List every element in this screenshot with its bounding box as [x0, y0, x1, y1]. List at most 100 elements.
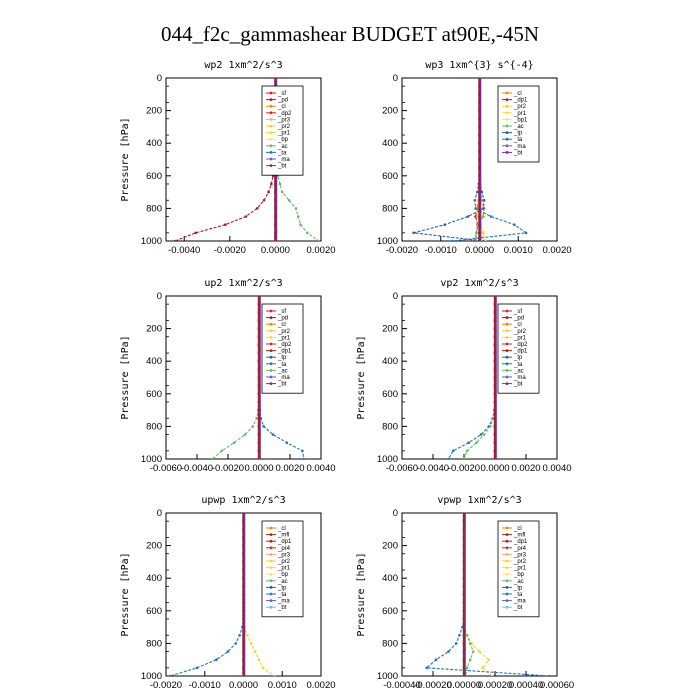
panel-title: wp3 1xm^{3} s^{-4} — [425, 60, 533, 71]
series-point-pd — [270, 182, 273, 186]
legend-marker — [505, 546, 509, 550]
y-tick-label: 200 — [146, 324, 162, 335]
x-tick-label: -0.0040 — [417, 463, 449, 474]
y-tick-label: 400 — [382, 356, 398, 367]
series-group — [211, 296, 306, 459]
legend-label: _bt — [277, 605, 287, 611]
legend-marker — [505, 118, 509, 121]
y-tick-label: 0 — [157, 73, 162, 84]
panel-title: vp2 1xm^2/s^3 — [440, 278, 518, 289]
series-point-ac — [465, 666, 469, 670]
series-group — [412, 78, 528, 241]
x-tick-label: -0.0020 — [150, 680, 182, 691]
series-point-pr2 — [261, 666, 265, 670]
legend-marker — [505, 605, 509, 609]
series-point-pd — [223, 223, 227, 226]
legend-label: _ta — [277, 362, 287, 368]
series-point-ta — [473, 198, 477, 202]
legend-box — [261, 303, 304, 394]
legend-label: _pd — [277, 98, 288, 104]
legend-label: _ma — [513, 599, 526, 605]
legend-marker — [269, 104, 273, 108]
legend-box — [497, 303, 540, 394]
series-point-ta — [513, 223, 516, 226]
x-tick-label: 0.0000 — [465, 245, 494, 256]
y-tick-label: 0 — [157, 291, 162, 302]
y-tick-label: 600 — [146, 171, 162, 182]
panel-4: vp2 1xm^2/s^3 Pressure [hPa] 0 200 400 600 800… — [356, 278, 572, 474]
legend-marker — [505, 349, 509, 352]
panel-title: up2 1xm^2/s^3 — [204, 278, 282, 289]
legend: _cl_mfl_dp1_pr4_pr3_pr2_pr1_bp_ac_tp_ta_… — [497, 520, 540, 618]
legend-marker — [505, 586, 509, 589]
legend-label: _dp2 — [513, 342, 528, 348]
legend-marker — [505, 131, 509, 135]
series-point-ta — [447, 457, 450, 459]
y-tick-label: 1000 — [377, 671, 398, 682]
legend-marker — [269, 98, 273, 101]
y-tick-label: 0 — [157, 508, 162, 519]
x-tick-label: 0.0010 — [504, 245, 533, 256]
legend-marker — [269, 157, 273, 161]
legend-marker — [269, 579, 273, 583]
legend-label: _pr2 — [277, 559, 291, 565]
legend-label: _cl — [513, 91, 522, 97]
series-point-tp — [466, 215, 470, 218]
figure-title: 044_f2c_gammashear BUDGET at90E,-45N — [161, 22, 539, 46]
x-tick-label: -0.00040 — [383, 680, 421, 691]
legend-label: _bp1 — [513, 117, 528, 123]
legend-label: _pr2 — [277, 329, 291, 335]
series-point-pd — [244, 215, 248, 218]
legend-marker — [269, 546, 273, 550]
y-tick-label: 1000 — [141, 236, 162, 247]
legend-marker — [269, 91, 273, 95]
y-tick-label: 200 — [146, 106, 162, 117]
x-tick-label: 0.0000 — [244, 463, 273, 474]
x-tick-label: -0.0040 — [168, 245, 200, 256]
legend-marker — [269, 526, 273, 530]
legend-label: _ma — [513, 144, 526, 150]
legend-label: _ta — [277, 592, 287, 598]
series-point-ac — [232, 441, 236, 445]
y-tick-label: 1000 — [377, 236, 398, 247]
legend-marker — [505, 137, 509, 141]
legend-label: _pr2 — [513, 559, 527, 565]
legend-marker — [269, 124, 273, 128]
legend-label: _ac — [277, 579, 288, 585]
legend-label: _dp2 — [277, 111, 292, 117]
x-tick-label: -0.0040 — [181, 463, 213, 474]
series-point-ac — [462, 457, 466, 459]
legend-marker — [269, 586, 273, 589]
legend-marker — [269, 111, 273, 115]
legend-marker — [505, 144, 509, 148]
y-tick-label: 800 — [146, 638, 162, 649]
series-point-ac — [280, 190, 284, 194]
y-tick-label: 600 — [382, 171, 398, 182]
legend-marker — [269, 533, 273, 536]
series-point-ac — [465, 633, 469, 637]
x-tick-label: -0.0060 — [386, 463, 418, 474]
plot-frame — [401, 512, 558, 677]
legend-label: _cl — [277, 104, 286, 110]
legend-marker — [505, 98, 509, 101]
legend-marker — [269, 375, 273, 379]
legend-marker — [505, 355, 509, 359]
x-tick-label: 0.0020 — [275, 463, 304, 474]
series-point-ta — [301, 449, 304, 453]
legend-marker — [505, 316, 509, 319]
plot-frame — [401, 295, 558, 460]
plot-frame — [165, 77, 322, 242]
legend-label: _dp1 — [277, 539, 292, 545]
legend-marker — [269, 349, 273, 352]
x-tick-label: -0.0020 — [212, 463, 244, 474]
plot-frame — [165, 295, 322, 460]
x-tick-label: 0.0000 — [480, 463, 509, 474]
series-point-pr2 — [482, 231, 485, 235]
y-tick-label: 800 — [382, 421, 398, 432]
series-point-ta — [434, 658, 438, 661]
legend-marker — [505, 375, 509, 379]
legend-label: _pr1 — [277, 131, 291, 137]
series-point-ac — [220, 449, 224, 453]
series-point-ta — [524, 231, 528, 235]
legend-marker — [269, 572, 273, 576]
